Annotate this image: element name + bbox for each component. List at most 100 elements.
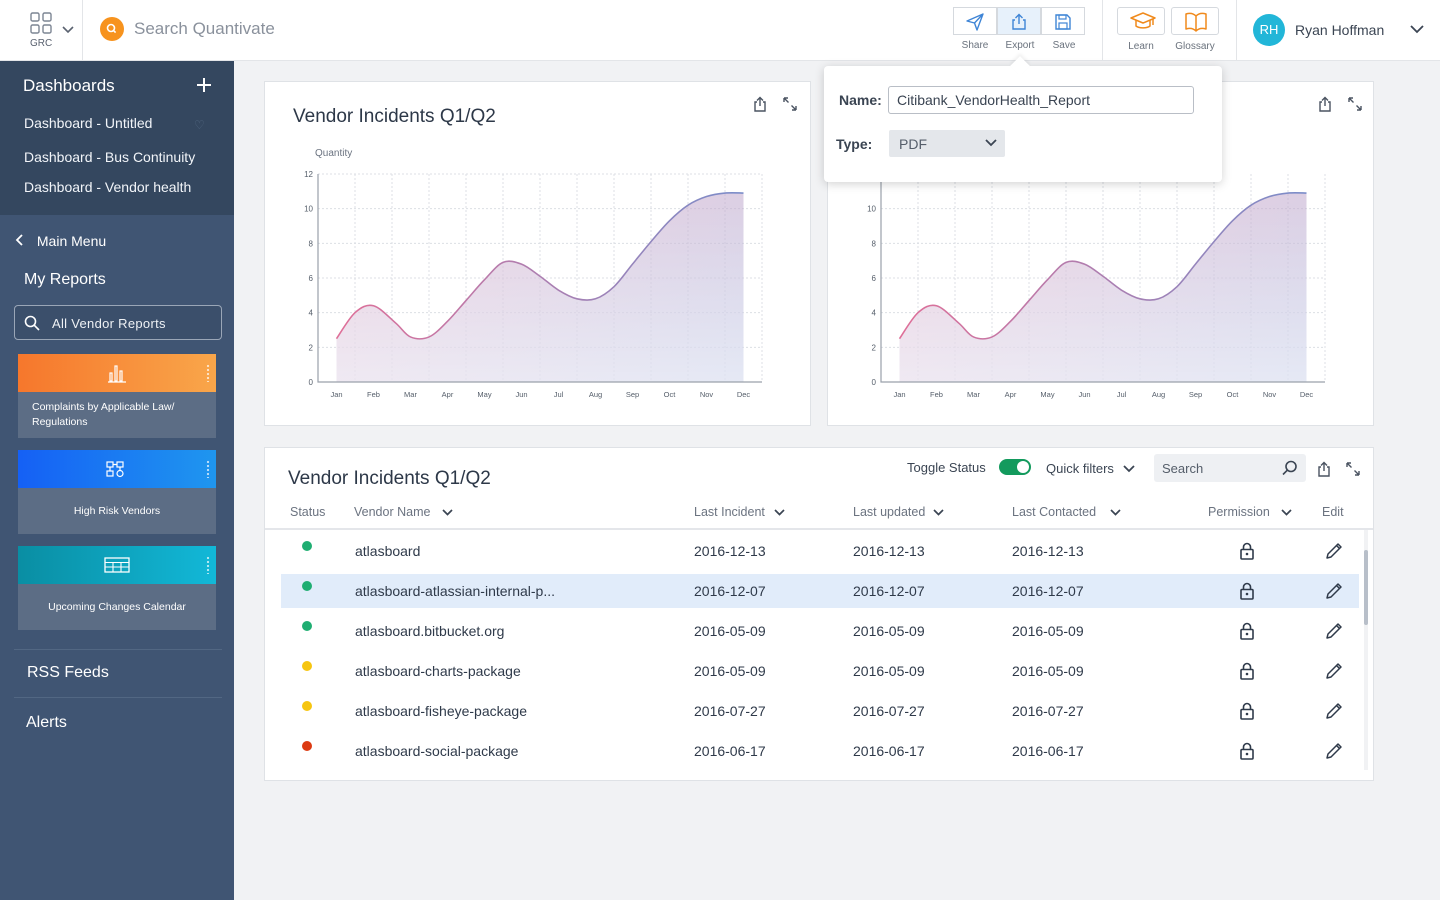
column-header-last-contacted[interactable]: Last Contacted	[1012, 505, 1121, 519]
x-tick-label: Nov	[1263, 390, 1277, 399]
last-contacted-cell: 2016-05-09	[1012, 623, 1084, 639]
expand-icon[interactable]	[1345, 461, 1361, 477]
main-menu-link[interactable]: Main Menu	[15, 233, 106, 249]
sidebar-item-dashboard-untitled[interactable]: Dashboard - Untitled	[24, 115, 153, 131]
vendor-name-cell[interactable]: atlasboard	[355, 543, 421, 559]
table-row[interactable]: atlasboard-social-package 2016-06-17 2016-…	[281, 734, 1359, 768]
heart-icon[interactable]: ♡	[194, 118, 205, 132]
pencil-icon[interactable]	[1325, 582, 1343, 605]
last-updated-cell: 2016-06-17	[853, 743, 925, 759]
type-select[interactable]: PDF	[889, 130, 1005, 157]
table-row[interactable]: atlasboard.bitbucket.org 2016-05-09 2016-0…	[281, 614, 1359, 648]
y-tick-label: 0	[872, 378, 877, 387]
table-row[interactable]: atlasboard-atlassian-internal-p... 2016-1…	[281, 574, 1359, 608]
expand-icon[interactable]	[782, 96, 798, 112]
x-tick-label: Jul	[554, 390, 564, 399]
quick-filters-dropdown[interactable]: Quick filters	[1046, 460, 1135, 478]
chevron-down-icon	[985, 139, 997, 147]
lock-icon[interactable]	[1240, 742, 1254, 765]
plus-icon[interactable]	[194, 75, 214, 95]
vendor-name-cell[interactable]: atlasboard-charts-package	[355, 663, 521, 679]
series-line	[335, 192, 744, 340]
reports-search-input[interactable]: All Vendor Reports	[14, 305, 222, 340]
x-tick-label: Oct	[664, 390, 677, 399]
column-header-label: Vendor Name	[354, 505, 431, 519]
user-name[interactable]: Ryan Hoffman	[1295, 22, 1385, 38]
learn-label: Learn	[1128, 41, 1154, 52]
report-name-input[interactable]	[888, 86, 1194, 114]
status-dot	[302, 581, 312, 591]
avatar[interactable]: RH	[1253, 14, 1285, 46]
sidebar-item-rss-feeds[interactable]: RSS Feeds	[27, 664, 109, 681]
table-search-input[interactable]: Search	[1154, 454, 1306, 482]
network-icon	[106, 461, 124, 478]
report-tile-high-risk-vendors[interactable]: High Risk Vendors	[18, 450, 216, 534]
column-header-last-updated[interactable]: Last updated	[853, 505, 944, 519]
pencil-icon[interactable]	[1325, 622, 1343, 645]
vendor-name-cell[interactable]: atlasboard-fisheye-package	[355, 703, 527, 719]
bar-chart-icon	[108, 365, 126, 383]
pencil-icon[interactable]	[1325, 702, 1343, 725]
chevron-down-icon[interactable]	[1410, 25, 1424, 34]
last-contacted-cell: 2016-06-17	[1012, 743, 1084, 759]
y-tick-label: 0	[309, 378, 314, 387]
column-header-permission[interactable]: Permission	[1208, 505, 1292, 519]
table-row[interactable]: atlasboard-fisheye-package 2016-07-27 2016…	[281, 694, 1359, 728]
table-row[interactable]: atlasboard 2016-12-13 2016-12-13 2016-12-13	[281, 534, 1359, 568]
vendor-name-cell[interactable]: atlasboard-atlassian-internal-p...	[355, 583, 555, 599]
vendor-name-cell[interactable]: atlasboard-social-package	[355, 743, 519, 759]
toggle-status-switch[interactable]	[999, 459, 1031, 475]
vendor-name-cell[interactable]: atlasboard.bitbucket.org	[355, 623, 505, 639]
tile-label: High Risk Vendors	[73, 505, 161, 517]
sidebar-item-dashboard-bus-continuity[interactable]: Dashboard - Bus Continuity	[24, 149, 196, 165]
upload-icon[interactable]	[1316, 461, 1332, 477]
lock-icon[interactable]	[1240, 662, 1254, 685]
sidebar-item-alerts[interactable]: Alerts	[26, 714, 67, 731]
glossary-button[interactable]	[1171, 7, 1219, 35]
y-tick-label: 4	[872, 309, 877, 318]
floppy-icon	[1055, 14, 1071, 30]
column-header-vendor-name[interactable]: Vendor Name	[354, 505, 453, 519]
lock-icon[interactable]	[1240, 622, 1254, 645]
drag-handle[interactable]	[206, 556, 210, 574]
tile-label: Complaints by Applicable Law/ Regulation…	[32, 401, 175, 428]
save-button[interactable]	[1041, 7, 1085, 35]
drag-handle[interactable]	[206, 364, 210, 382]
column-header-label: Last updated	[853, 505, 926, 519]
export-button[interactable]	[997, 7, 1041, 35]
report-tile-upcoming-changes[interactable]: Upcoming Changes Calendar	[18, 546, 216, 630]
upload-icon[interactable]	[752, 96, 768, 112]
upload-icon[interactable]	[1317, 96, 1333, 112]
column-header-status: Status	[290, 505, 326, 519]
global-search-input[interactable]: Search Quantivate	[134, 19, 275, 38]
last-incident-cell: 2016-07-27	[694, 703, 766, 719]
column-header-last-incident[interactable]: Last Incident	[694, 505, 785, 519]
app-switcher[interactable]: GRC	[20, 12, 82, 52]
pencil-icon[interactable]	[1325, 542, 1343, 565]
scrollbar-thumb[interactable]	[1364, 550, 1368, 625]
table-row[interactable]: atlasboard-charts-package 2016-05-09 2016-…	[281, 654, 1359, 688]
search-icon	[24, 315, 40, 331]
share-button[interactable]	[953, 7, 997, 35]
x-tick-label: Sep	[1189, 390, 1202, 399]
chevron-left-icon	[15, 234, 23, 246]
lock-icon[interactable]	[1240, 702, 1254, 725]
learn-button[interactable]	[1117, 7, 1165, 35]
upload-icon	[1012, 13, 1026, 30]
drag-handle[interactable]	[206, 460, 210, 478]
last-contacted-cell: 2016-05-09	[1012, 663, 1084, 679]
status-dot	[302, 741, 312, 751]
column-header-label: Last Contacted	[1012, 505, 1097, 519]
expand-icon[interactable]	[1347, 96, 1363, 112]
lock-icon[interactable]	[1240, 542, 1254, 565]
lock-icon[interactable]	[1240, 582, 1254, 605]
chart-card-left: Vendor Incidents Q1/Q2 Quantity 0 2 4 6 8 10 1…	[264, 81, 811, 426]
pencil-icon[interactable]	[1325, 742, 1343, 765]
pencil-icon[interactable]	[1325, 662, 1343, 685]
area-chart: 0 2 4 6 8 10 12 Jan Feb Mar Apr May Jun Jul Aug Sep Oct N…	[304, 170, 763, 399]
sidebar-item-dashboard-vendor-health[interactable]: Dashboard - Vendor health	[24, 179, 192, 195]
table-card: Vendor Incidents Q1/Q2	[264, 447, 1374, 781]
grid-icon	[30, 12, 52, 34]
report-tile-complaints[interactable]: Complaints by Applicable Law/ Regulation…	[18, 354, 216, 438]
tile-header	[18, 546, 216, 584]
